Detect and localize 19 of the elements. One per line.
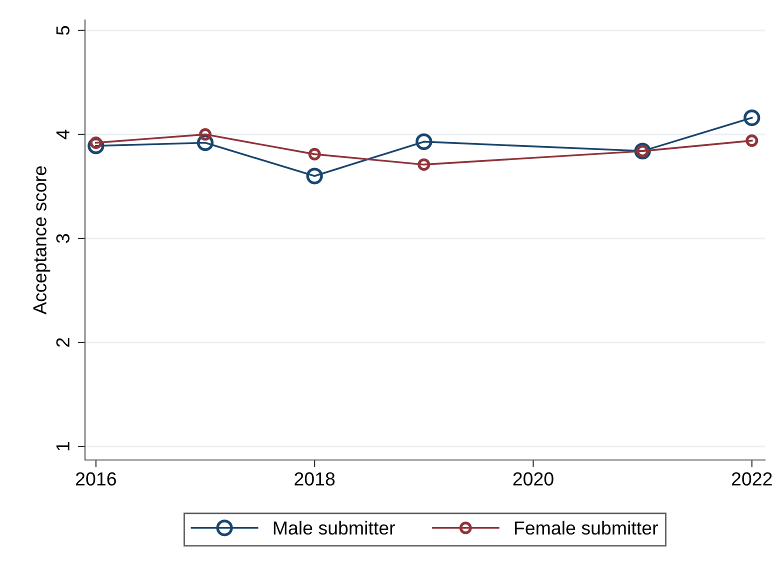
y-axis-title: Acceptance score [33,166,50,314]
y-tick-label: 3 [56,234,70,243]
point [744,109,760,126]
point [306,168,323,184]
x-tick-label: 2022 [732,472,772,486]
legend-label: Female submitter [514,520,658,535]
x-tick-label: 2020 [513,472,554,486]
point [416,133,432,150]
x-tick-label: 2016 [76,472,116,486]
y-tick-label: 4 [56,130,70,140]
point [308,148,321,160]
point [199,128,212,141]
point [746,134,758,147]
x-tick-label: 2018 [294,472,335,486]
y-tick-label: 2 [56,338,70,347]
y-tick-label: 1 [56,442,70,450]
y-tick-label: 5 [56,26,70,35]
point [418,158,430,171]
legend-label: Male submitter [274,520,396,535]
